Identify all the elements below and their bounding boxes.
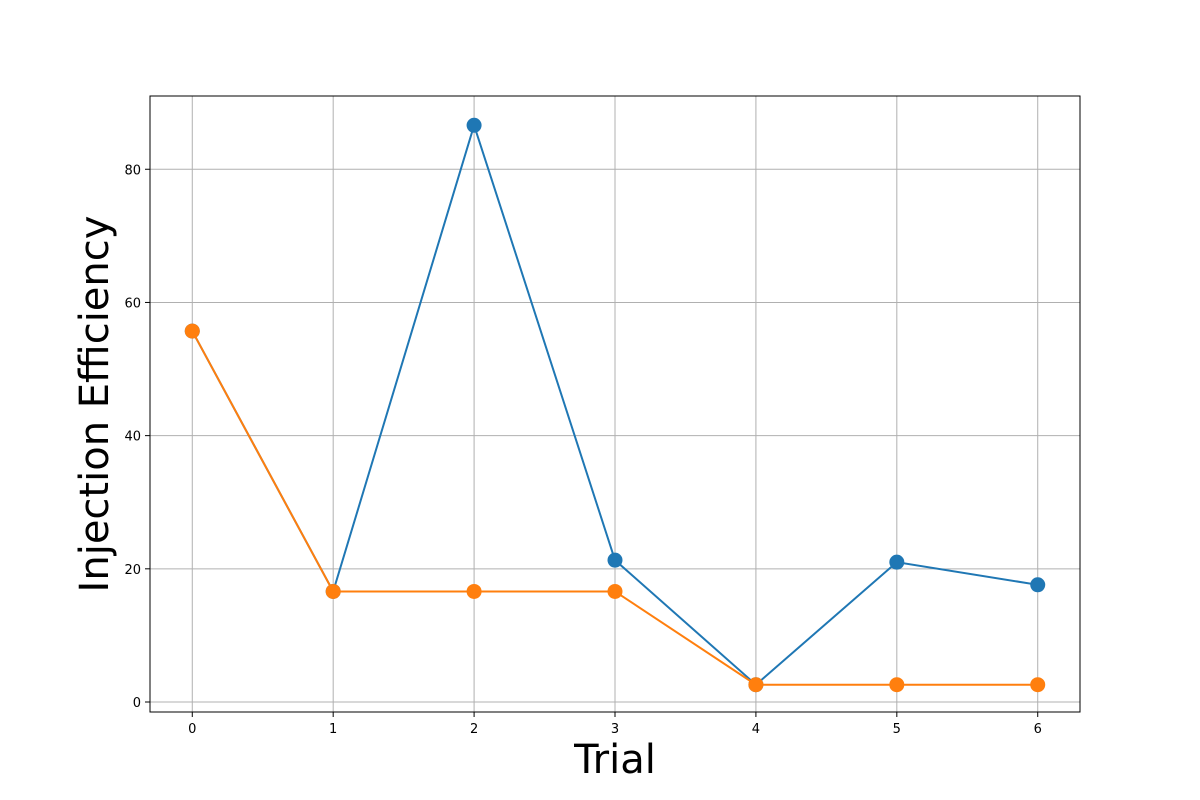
data-point — [748, 677, 764, 693]
data-point — [466, 117, 482, 133]
data-point — [184, 323, 200, 339]
x-tick-label: 5 — [893, 722, 901, 737]
y-tick-label: 40 — [124, 430, 141, 445]
data-point — [607, 552, 623, 568]
data-point — [325, 583, 341, 599]
data-point — [1030, 677, 1046, 693]
y-tick-label: 60 — [124, 296, 141, 311]
x-tick-label: 3 — [611, 722, 619, 737]
grid — [150, 96, 1080, 712]
x-axis-title: Trial — [573, 737, 656, 783]
y-axis-title: Injection Efficiency — [72, 216, 118, 593]
y-tick-label: 20 — [124, 563, 141, 578]
x-tick-label: 0 — [188, 722, 196, 737]
data-point — [607, 583, 623, 599]
x-tick-label: 2 — [470, 722, 478, 737]
x-tick-label: 6 — [1034, 722, 1042, 737]
series-layer — [184, 117, 1046, 693]
y-tick-label: 80 — [124, 163, 141, 178]
series-2 — [184, 323, 1046, 693]
x-tick-label: 4 — [752, 722, 760, 737]
y-tick-label: 0 — [133, 696, 141, 711]
data-point — [1030, 577, 1046, 593]
data-point — [889, 554, 905, 570]
data-point — [466, 583, 482, 599]
x-tick-label: 1 — [329, 722, 337, 737]
data-point — [889, 677, 905, 693]
